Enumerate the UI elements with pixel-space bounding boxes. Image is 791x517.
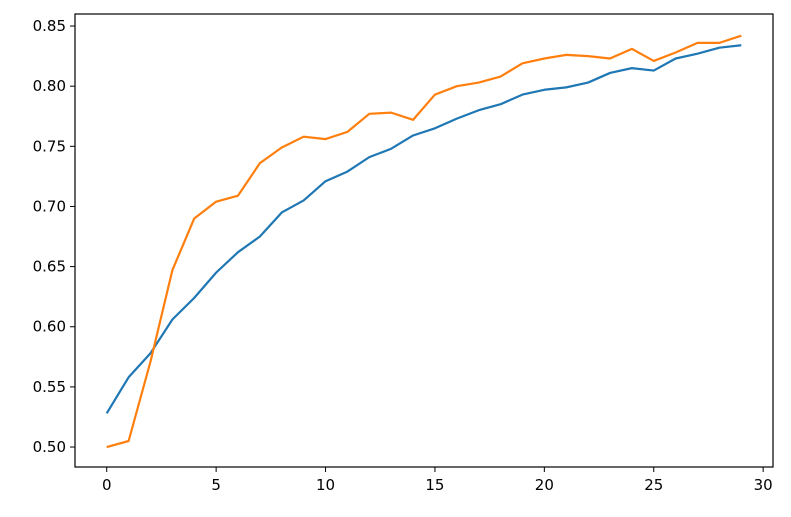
x-tick-label: 15 xyxy=(425,476,444,494)
plot-frame xyxy=(74,13,774,468)
x-tick-label: 10 xyxy=(316,476,335,494)
y-tick-label: 0.50 xyxy=(33,438,66,456)
x-tick-label: 5 xyxy=(211,476,221,494)
x-tick-label: 25 xyxy=(644,476,663,494)
x-tick-label: 20 xyxy=(535,476,554,494)
y-tick-label: 0.85 xyxy=(33,17,66,35)
data-line xyxy=(106,34,742,449)
data-line xyxy=(105,44,742,414)
y-tick-label: 0.60 xyxy=(33,318,66,336)
y-tick-label: 0.65 xyxy=(33,258,66,276)
y-tick-label: 0.75 xyxy=(33,137,66,155)
x-tick-label: 30 xyxy=(754,476,773,494)
y-tick-label: 0.55 xyxy=(33,378,66,396)
y-tick-label: 0.80 xyxy=(33,77,66,95)
y-tick-label: 0.70 xyxy=(33,197,66,215)
x-tick-label: 0 xyxy=(102,476,112,494)
